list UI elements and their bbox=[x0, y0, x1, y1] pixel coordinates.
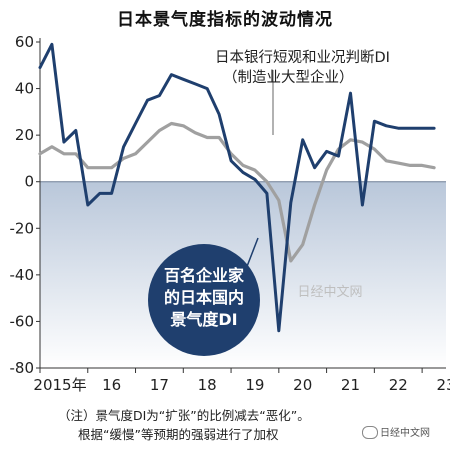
y-tick-label: 0 bbox=[24, 173, 34, 191]
chart-title: 日本景气度指标的波动情况 bbox=[117, 10, 333, 30]
x-tick-label: 18 bbox=[198, 376, 217, 394]
x-tick-label: 20 bbox=[293, 376, 312, 394]
x-tick-label: 2015年 bbox=[33, 376, 86, 394]
series-line-boj-tankan bbox=[38, 121, 436, 263]
x-tick-label: 22 bbox=[389, 376, 408, 394]
y-tick-label: 60 bbox=[15, 33, 34, 51]
y-tick-label: -80 bbox=[10, 359, 35, 377]
executives-series-label-line: 百名企业家 bbox=[164, 266, 245, 285]
wechat-icon bbox=[362, 425, 378, 439]
x-tick-label: 17 bbox=[150, 376, 169, 394]
center-watermark: 日经中文网 bbox=[297, 285, 362, 300]
footer-watermark: 日经中文网 bbox=[362, 424, 430, 440]
x-tick-label: 23 bbox=[436, 376, 450, 394]
executives-series-label-line: 的日本国内 bbox=[164, 288, 244, 307]
boj-series-label-line: （制造业大型企业） bbox=[223, 68, 354, 86]
footnote-line-1: （注）景气度DI为“扩张”的比例减去“恶化”。 bbox=[58, 408, 310, 423]
x-tick-label: 21 bbox=[341, 376, 360, 394]
footer-watermark-text: 日经中文网 bbox=[380, 428, 430, 439]
series-line-executives-di bbox=[38, 42, 436, 333]
y-tick-label: -60 bbox=[10, 312, 35, 330]
y-tick-label: -20 bbox=[10, 219, 35, 237]
boj-series-label-line: 日本银行短观和业况判断DI bbox=[215, 49, 390, 66]
x-tick-label: 16 bbox=[102, 376, 121, 394]
y-tick-label: 20 bbox=[15, 126, 34, 144]
y-tick-label: 40 bbox=[15, 80, 34, 98]
executives-di-bubble bbox=[148, 244, 260, 356]
y-tick-label: -40 bbox=[10, 266, 35, 284]
footnote-line-2: 根据“缓慢”等预期的强弱进行了加权 bbox=[78, 427, 279, 442]
x-tick-label: 19 bbox=[245, 376, 264, 394]
executives-series-label-line: 景气度DI bbox=[170, 310, 237, 329]
